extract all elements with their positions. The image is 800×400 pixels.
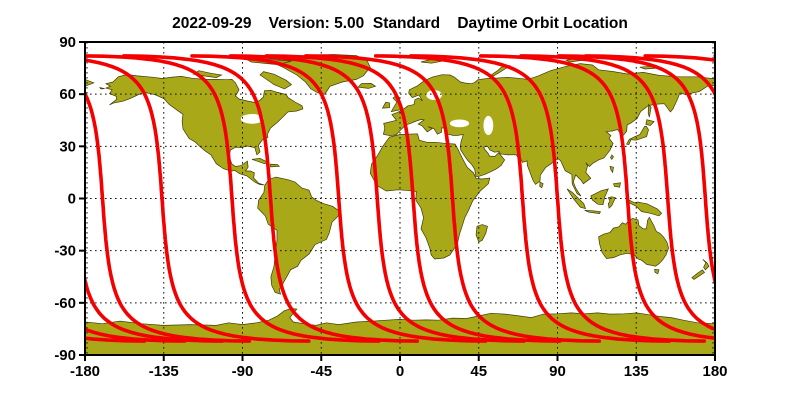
- x-tick-label: -180: [70, 363, 100, 380]
- orbit-track: [228, 54, 526, 343]
- landmass: [609, 165, 614, 174]
- y-tick-label: -90: [54, 347, 76, 364]
- landmass: [99, 87, 105, 90]
- landmass: [613, 182, 621, 188]
- orbit-ground-tracks: [85, 54, 715, 343]
- landmass: [691, 269, 706, 280]
- orbit-track: [264, 54, 562, 343]
- landmass: [381, 101, 390, 109]
- landmass: [607, 196, 616, 209]
- landmass: [192, 70, 223, 78]
- x-axis: -180 -135 -90 -45 0 45 90 135 180: [70, 355, 728, 380]
- orbit-track: [121, 54, 420, 343]
- y-tick-label: -60: [54, 295, 76, 312]
- orbit-track: [373, 54, 672, 343]
- orbit-track: [190, 54, 488, 343]
- x-tick-label: 135: [624, 363, 649, 380]
- orbit-track: [85, 54, 381, 343]
- orbit-track: [408, 54, 707, 343]
- landmass: [271, 54, 371, 95]
- y-tick-label: 60: [59, 86, 76, 103]
- orbit-track: [303, 54, 602, 343]
- landmass: [539, 181, 544, 189]
- orbit-track: [519, 54, 715, 332]
- inland-water: [240, 113, 264, 124]
- landmass: [85, 79, 95, 87]
- y-axis: 90 60 30 0 -30 -60 -90: [54, 34, 85, 364]
- landmass: [610, 154, 614, 161]
- x-tick-label: 90: [549, 363, 566, 380]
- y-tick-label: 0: [68, 191, 76, 208]
- orbit-track: [478, 54, 715, 340]
- landmass: [584, 209, 601, 214]
- orbit-track: [85, 272, 224, 343]
- inland-water: [483, 115, 494, 136]
- plot-title: 2022-09-29 Version: 5.00 Standard Daytim…: [172, 15, 628, 32]
- landmass: [598, 216, 669, 267]
- landmass: [357, 83, 377, 89]
- landmass: [259, 71, 293, 90]
- landmass: [647, 103, 652, 118]
- landmass: [270, 163, 281, 168]
- orbit-track: [556, 54, 715, 288]
- x-tick-label: 0: [396, 363, 404, 380]
- landmass: [104, 74, 304, 186]
- landmass: [369, 133, 491, 260]
- landmass: [626, 125, 649, 146]
- landmass: [626, 199, 663, 217]
- x-tick-label: -45: [310, 363, 332, 380]
- landmass: [654, 269, 660, 275]
- y-tick-label: 90: [59, 34, 76, 51]
- dotted-graticule-grid: [85, 42, 715, 355]
- landmass: [645, 119, 655, 126]
- landmass: [590, 188, 609, 205]
- x-tick-label: -90: [232, 363, 254, 380]
- y-tick-label: 30: [59, 138, 76, 155]
- y-tick-label: -30: [54, 243, 76, 260]
- x-tick-label: 180: [702, 363, 727, 380]
- orbit-track: [85, 58, 311, 343]
- landmass: [702, 259, 710, 271]
- x-tick-label: -135: [149, 363, 179, 380]
- inland-water: [449, 119, 470, 128]
- x-tick-label: 45: [470, 363, 487, 380]
- world-map-lakes: [240, 90, 494, 136]
